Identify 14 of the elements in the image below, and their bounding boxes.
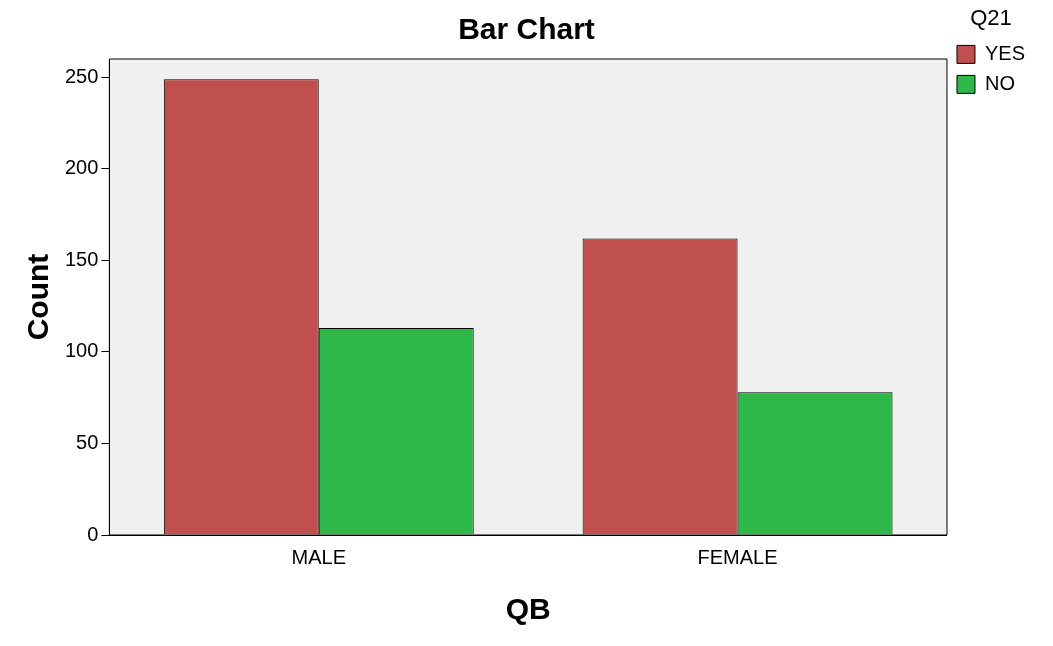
y-tick-label: 100 <box>64 339 99 362</box>
y-axis-title: Count <box>21 253 55 341</box>
y-tick-label: 0 <box>87 522 99 545</box>
legend-label: NO <box>984 71 1015 94</box>
x-tick-label: FEMALE <box>697 545 778 568</box>
y-tick-label: 250 <box>64 64 99 87</box>
x-axis-title: QB <box>505 592 551 626</box>
legend-title: Q21 <box>970 5 1012 31</box>
chart-title: Bar Chart <box>458 12 595 46</box>
y-tick-label: 200 <box>64 156 99 179</box>
y-tick-label: 150 <box>64 247 99 270</box>
x-tick-label: MALE <box>291 545 347 568</box>
y-tick-label: 50 <box>76 430 99 453</box>
legend-label: YES <box>984 41 1026 64</box>
